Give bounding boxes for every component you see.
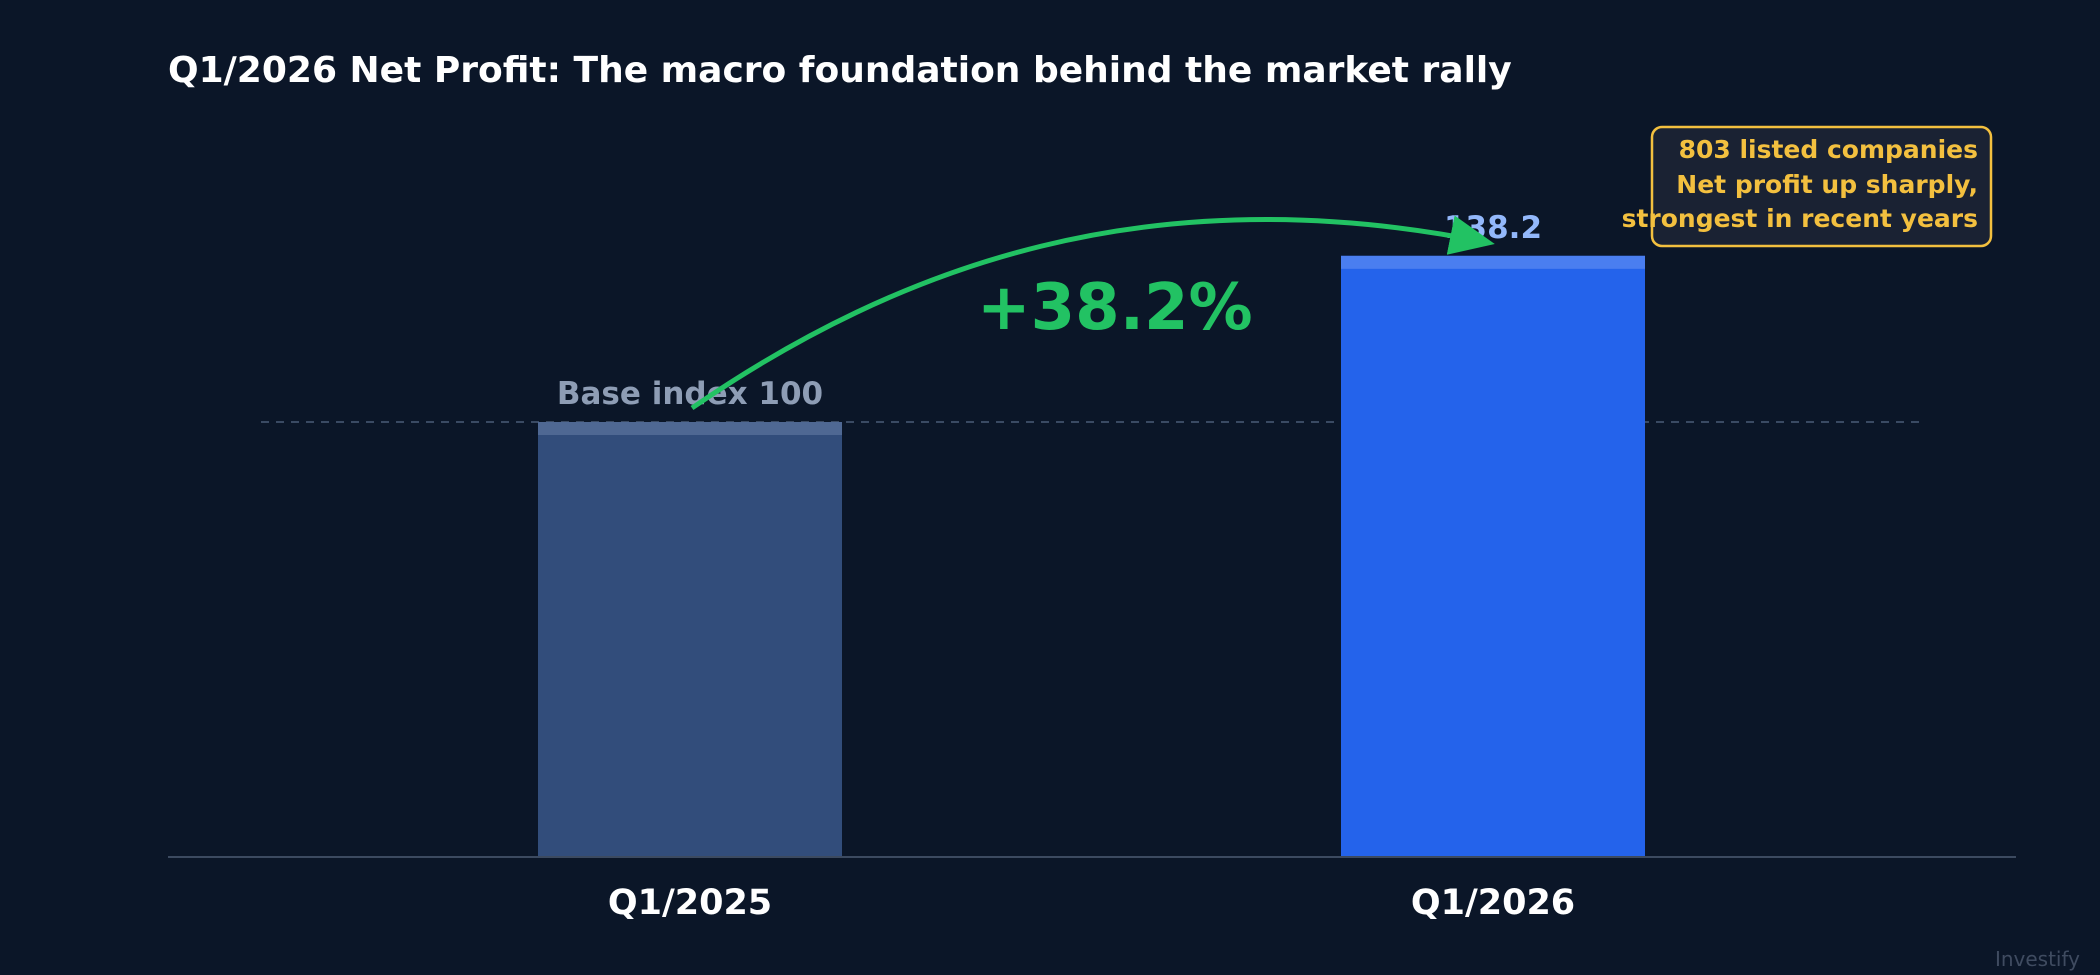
watermark: Investify bbox=[1995, 947, 2080, 971]
x-tick-labels: Q1/2025 Q1/2026 bbox=[608, 883, 1575, 923]
growth-label: +38.2% bbox=[977, 271, 1253, 345]
bar-cap-q1-2026 bbox=[1341, 255, 1645, 269]
x-tick-q1-2025: Q1/2025 bbox=[608, 883, 772, 923]
x-tick-q1-2026: Q1/2026 bbox=[1411, 883, 1575, 923]
callout-line-3: strongest in recent years bbox=[1622, 204, 1978, 233]
callout-box: 803 listed companies Net profit up sharp… bbox=[1622, 125, 1993, 248]
bars bbox=[538, 255, 1645, 857]
bar-cap-q1-2025 bbox=[538, 422, 842, 435]
callout-line-1: 803 listed companies bbox=[1679, 135, 1978, 164]
bar-q1-2025 bbox=[538, 422, 842, 857]
value-label-q1-2025: Base index 100 bbox=[557, 376, 823, 412]
value-label-q1-2026: 138.2 bbox=[1444, 210, 1542, 246]
chart-title: Q1/2026 Net Profit: The macro foundation… bbox=[168, 50, 1512, 91]
growth-arrow bbox=[690, 215, 1495, 411]
callout-frame bbox=[1650, 125, 1993, 248]
bar-q1-2026 bbox=[1341, 255, 1645, 857]
callout-line-2: Net profit up sharply, bbox=[1676, 170, 1978, 199]
